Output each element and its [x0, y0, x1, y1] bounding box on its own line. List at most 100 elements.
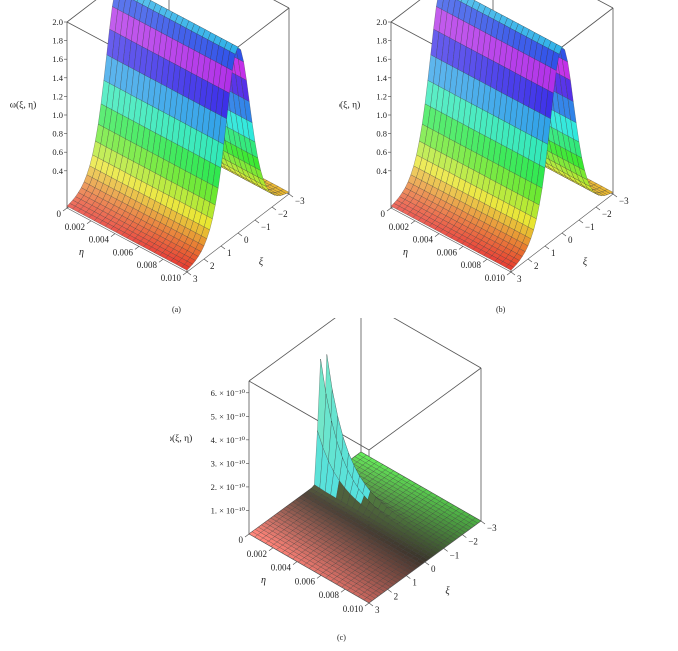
eta-tick-label-c: 0.006: [295, 576, 316, 586]
xi-axis-label-a: ξ: [259, 257, 264, 268]
xi-tick-label-a: −1: [261, 222, 271, 232]
surface-cell-b: [505, 264, 515, 271]
eta-axis-label-c: η: [261, 575, 266, 586]
z-tick-label-a: 0.8: [52, 129, 63, 139]
surface-group-c: −3−2−10123ξ00.0020.0040.0060.0080.010η1.…: [166, 298, 497, 615]
eta-tick-mark-b: [458, 246, 464, 250]
box-edge-c-8: [368, 367, 482, 451]
xi-tick-mark-b: [510, 271, 516, 276]
box-edge-c-6: [360, 298, 482, 369]
eta-tick-label-a: 0.004: [89, 235, 110, 245]
surface-plot-a: −3−2−10123ξ00.0020.0040.0060.0080.010η0.…: [10, 0, 305, 284]
xi-tick-mark-a: [220, 245, 226, 250]
xi-tick-mark-b: [595, 206, 601, 211]
xi-tick-mark-a: [288, 193, 294, 198]
xi-axis-label-b: ξ: [583, 257, 588, 268]
eta-tick-label-c: 0.008: [319, 590, 340, 600]
xi-tick-mark-b: [544, 245, 550, 250]
eta-tick-label-a: 0.010: [161, 273, 182, 283]
caption-c: (c): [337, 633, 346, 642]
xi-tick-mark-a: [254, 219, 260, 224]
chart-panel-c: −3 −2 −1 0 1 2 3 ξ 0 0.002 0.004 0.006 0.008 0.010 η 1.…: [166, 298, 509, 642]
xi-tick-mark-a: [186, 271, 192, 276]
eta-tick-mark-a: [86, 220, 92, 225]
caption-a: (a): [172, 305, 181, 314]
eta-tick-mark-a: [158, 258, 164, 263]
eta-tick-label-c: 0.004: [271, 563, 292, 573]
z-tick-label-c: 3. × 10⁻¹⁰: [211, 458, 246, 468]
eta-tick-mark-b: [482, 258, 488, 263]
eta-tick-label-b: 0: [381, 209, 386, 219]
z-tick-label-a: 1.6: [52, 54, 63, 64]
chart-panel-b: −3 −2 −1 0 1 2 3 ξ 0 0.002 0.004 0.006 0.008 0.010 η 0.…: [334, 0, 678, 314]
eta-tick-label-c: 0.002: [247, 549, 267, 559]
xi-tick-label-b: −2: [602, 209, 612, 219]
eta-tick-label-a: 0.008: [137, 260, 158, 270]
xi-tick-label-b: −1: [585, 222, 595, 232]
caption-b: (b): [496, 305, 506, 314]
eta-tick-mark-a: [182, 271, 188, 276]
eta-tick-mark-b: [506, 271, 512, 276]
z-tick-label-a: 0.4: [52, 166, 63, 176]
xi-tick-mark-c: [462, 534, 467, 538]
eta-tick-label-b: 0.010: [485, 273, 506, 283]
eta-tick-mark-a: [134, 246, 140, 250]
z-tick-label-a: 2.0: [52, 17, 63, 27]
z-tick-label-c: 1. × 10⁻¹⁰: [211, 505, 246, 515]
xi-tick-label-b: 2: [534, 261, 539, 271]
z-tick-label-a: 1.4: [52, 73, 63, 83]
z-tick-label-b: 1.6: [376, 54, 387, 64]
eta-tick-mark-c: [364, 602, 370, 607]
surface-group-b: −3−2−10123ξ00.0020.0040.0060.0080.010η0.…: [334, 0, 629, 284]
z-tick-label-a: 0.6: [52, 147, 63, 157]
eta-tick-label-b: 0.008: [461, 260, 482, 270]
z-tick-label-c: 2. × 10⁻¹⁰: [211, 482, 246, 492]
eta-tick-mark-c: [268, 547, 274, 552]
chart-panel-a: −3 −2 −1 0 1 2 3 ξ 0 0.002 0.004 0.006 0.008 0.010 η 0.…: [0, 0, 339, 314]
xi-tick-mark-c: [443, 548, 448, 552]
eta-tick-mark-c: [244, 533, 250, 538]
z-tick-label-c: 4. × 10⁻¹⁰: [211, 435, 246, 445]
box-edge-a-6: [273, 0, 290, 9]
eta-axis-label-a: η: [79, 247, 84, 258]
z-tick-label-b: 1.4: [376, 73, 387, 83]
eta-tick-mark-b: [386, 207, 392, 212]
xi-tick-mark-a: [237, 232, 243, 237]
eta-tick-label-a: 0.002: [65, 222, 85, 232]
xi-tick-label-b: 1: [551, 248, 556, 258]
z-tick-label-c: 6. × 10⁻¹⁰: [211, 388, 246, 398]
z-tick-label-a: 1.0: [52, 110, 63, 120]
eta-tick-label-c: 0: [239, 535, 244, 545]
xi-tick-mark-b: [527, 258, 533, 263]
surface-cell-a: [181, 264, 191, 271]
xi-tick-label-a: −2: [278, 209, 288, 219]
xi-tick-label-c: −2: [468, 537, 478, 547]
box-front-edge-a-1: [66, 207, 188, 273]
z-tick-label-a: 1.8: [52, 36, 63, 46]
xi-tick-label-a: 3: [193, 274, 198, 284]
xi-tick-mark-b: [612, 193, 618, 198]
xi-tick-mark-a: [203, 258, 209, 263]
xi-tick-label-a: 2: [210, 261, 215, 271]
z-tick-label-b: 2.0: [376, 17, 387, 27]
xi-tick-label-c: −1: [450, 550, 460, 560]
xi-tick-label-c: 0: [431, 564, 436, 574]
xi-axis-label-c: ξ: [445, 586, 450, 597]
z-tick-label-b: 1.2: [376, 91, 387, 101]
xi-tick-mark-c: [406, 575, 411, 579]
z-tick-label-b: 0.6: [376, 147, 387, 157]
box-edge-b-5: [390, 0, 421, 23]
box-front-edge-b-1: [390, 207, 512, 273]
eta-tick-mark-a: [110, 233, 116, 237]
box-edge-b-6: [597, 0, 614, 9]
eta-tick-mark-c: [292, 561, 298, 565]
xi-tick-label-a: 1: [227, 248, 232, 258]
xi-tick-label-b: 0: [568, 235, 573, 245]
z-tick-label-a: 1.2: [52, 91, 63, 101]
xi-tick-mark-b: [561, 232, 567, 237]
xi-tick-mark-c: [387, 589, 392, 593]
surface-plot-b: −3−2−10123ξ00.0020.0040.0060.0080.010η0.…: [334, 0, 629, 284]
xi-tick-mark-c: [368, 602, 374, 607]
box-front-edge-c-1: [248, 533, 370, 604]
z-tick-label-c: 5. × 10⁻¹⁰: [211, 411, 246, 421]
